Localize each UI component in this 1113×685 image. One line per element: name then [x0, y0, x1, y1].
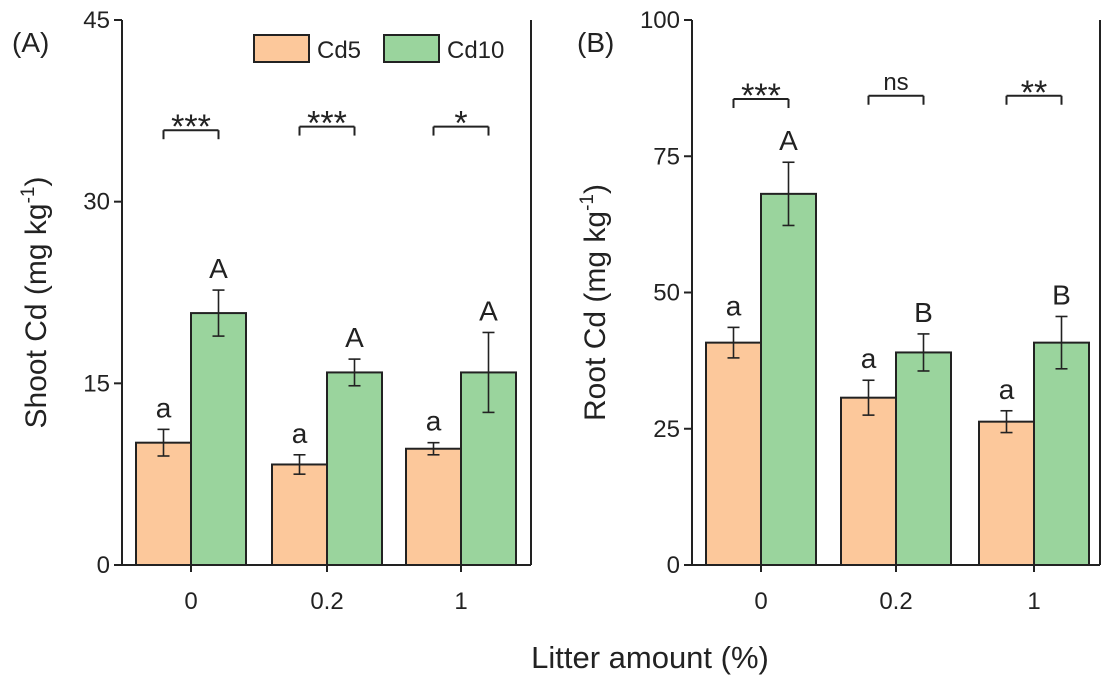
- x-tick-label-0: 0: [184, 588, 197, 615]
- y-tick-label-50: 50: [653, 280, 680, 307]
- x-tick-label-1: 1: [1027, 588, 1040, 615]
- legend-swatch-cd5: [253, 34, 310, 63]
- x-axis-title: Litter amount (%): [531, 640, 769, 675]
- letter-cd5-0: a: [156, 392, 172, 423]
- letter-cd5-1: a: [426, 406, 442, 437]
- panel-b-root-cd: a A *** 0 a Bns 0.2 a B ** 1 0 25 50 75 100 (B) Root Cd (…: [577, 7, 1101, 615]
- letter-cd5-0: a: [726, 290, 742, 321]
- bar-cd10-0_2: [326, 371, 383, 566]
- y-tick-label-45: 45: [83, 7, 110, 34]
- y-tick-label-0: 0: [667, 552, 680, 579]
- y-axis-title-close: ): [20, 176, 53, 186]
- y-axis-title-text: Root Cd (mg kg: [579, 211, 612, 421]
- x-tick-label-0_2: 0.2: [310, 588, 343, 615]
- y-tick-label-100: 100: [640, 7, 680, 34]
- bar-cd5-0_2: [271, 463, 328, 567]
- significance-label-1: *: [454, 105, 467, 143]
- x-tick-label-0: 0: [754, 588, 767, 615]
- significance-label-0: ***: [741, 77, 781, 115]
- letter-cd10-0_2: B: [914, 297, 933, 328]
- letter-cd5-0_2: a: [292, 418, 308, 449]
- letter-cd10-0: A: [779, 125, 798, 156]
- panel-label: (B): [577, 27, 614, 58]
- y-axis-title: Shoot Cd (mg kg-1): [18, 176, 53, 428]
- bar-cd5-0: [135, 441, 192, 566]
- y-axis-title-close: ): [579, 184, 612, 194]
- bar-cd10-0: [190, 312, 247, 567]
- bar-cd10-1: [1033, 341, 1090, 567]
- y-tick-label-25: 25: [653, 416, 680, 443]
- panel-a-shoot-cd: a A *** 0 a A *** 0.2 a A * 1 0 15 30 45 (A) Shoot Cd (mg…: [12, 7, 532, 615]
- y-tick-label-0: 0: [97, 552, 110, 579]
- significance-label-0_2: ns: [883, 69, 908, 96]
- significance-label-0_2: ***: [307, 105, 347, 143]
- letter-cd5-0_2: a: [861, 343, 877, 374]
- bar-cd10-0_2: [895, 351, 952, 567]
- x-tick-label-0_2: 0.2: [879, 588, 912, 615]
- legend: Cd5 Cd10: [253, 34, 504, 64]
- letter-cd10-0: A: [209, 253, 228, 284]
- letter-cd10-0_2: A: [345, 322, 364, 353]
- letter-cd5-1: a: [999, 374, 1015, 405]
- y-axis-title-superscript: -1: [577, 194, 598, 211]
- y-axis-title-superscript: -1: [18, 186, 39, 203]
- legend-swatch-cd10: [383, 34, 440, 63]
- bar-cd10-0: [760, 192, 817, 566]
- significance-label-1: **: [1021, 74, 1047, 112]
- letter-cd10-1: B: [1052, 279, 1071, 310]
- legend-label-cd5: Cd5: [317, 37, 361, 64]
- y-axis-title-text: Shoot Cd (mg kg: [20, 203, 53, 428]
- y-axis-title: Root Cd (mg kg-1): [577, 184, 612, 421]
- y-tick-label-75: 75: [653, 143, 680, 170]
- bar-cd5-1: [978, 420, 1035, 567]
- bar-cd5-0: [705, 341, 762, 567]
- y-tick-label-15: 15: [83, 370, 110, 397]
- legend-label-cd10: Cd10: [447, 37, 504, 64]
- x-tick-label-1: 1: [454, 588, 467, 615]
- bar-cd5-1: [405, 447, 462, 567]
- y-tick-label-30: 30: [83, 189, 110, 216]
- letter-cd10-1: A: [479, 295, 498, 326]
- bar-cd5-0_2: [840, 396, 897, 566]
- significance-label-0: ***: [171, 108, 211, 146]
- panel-label: (A): [12, 27, 49, 58]
